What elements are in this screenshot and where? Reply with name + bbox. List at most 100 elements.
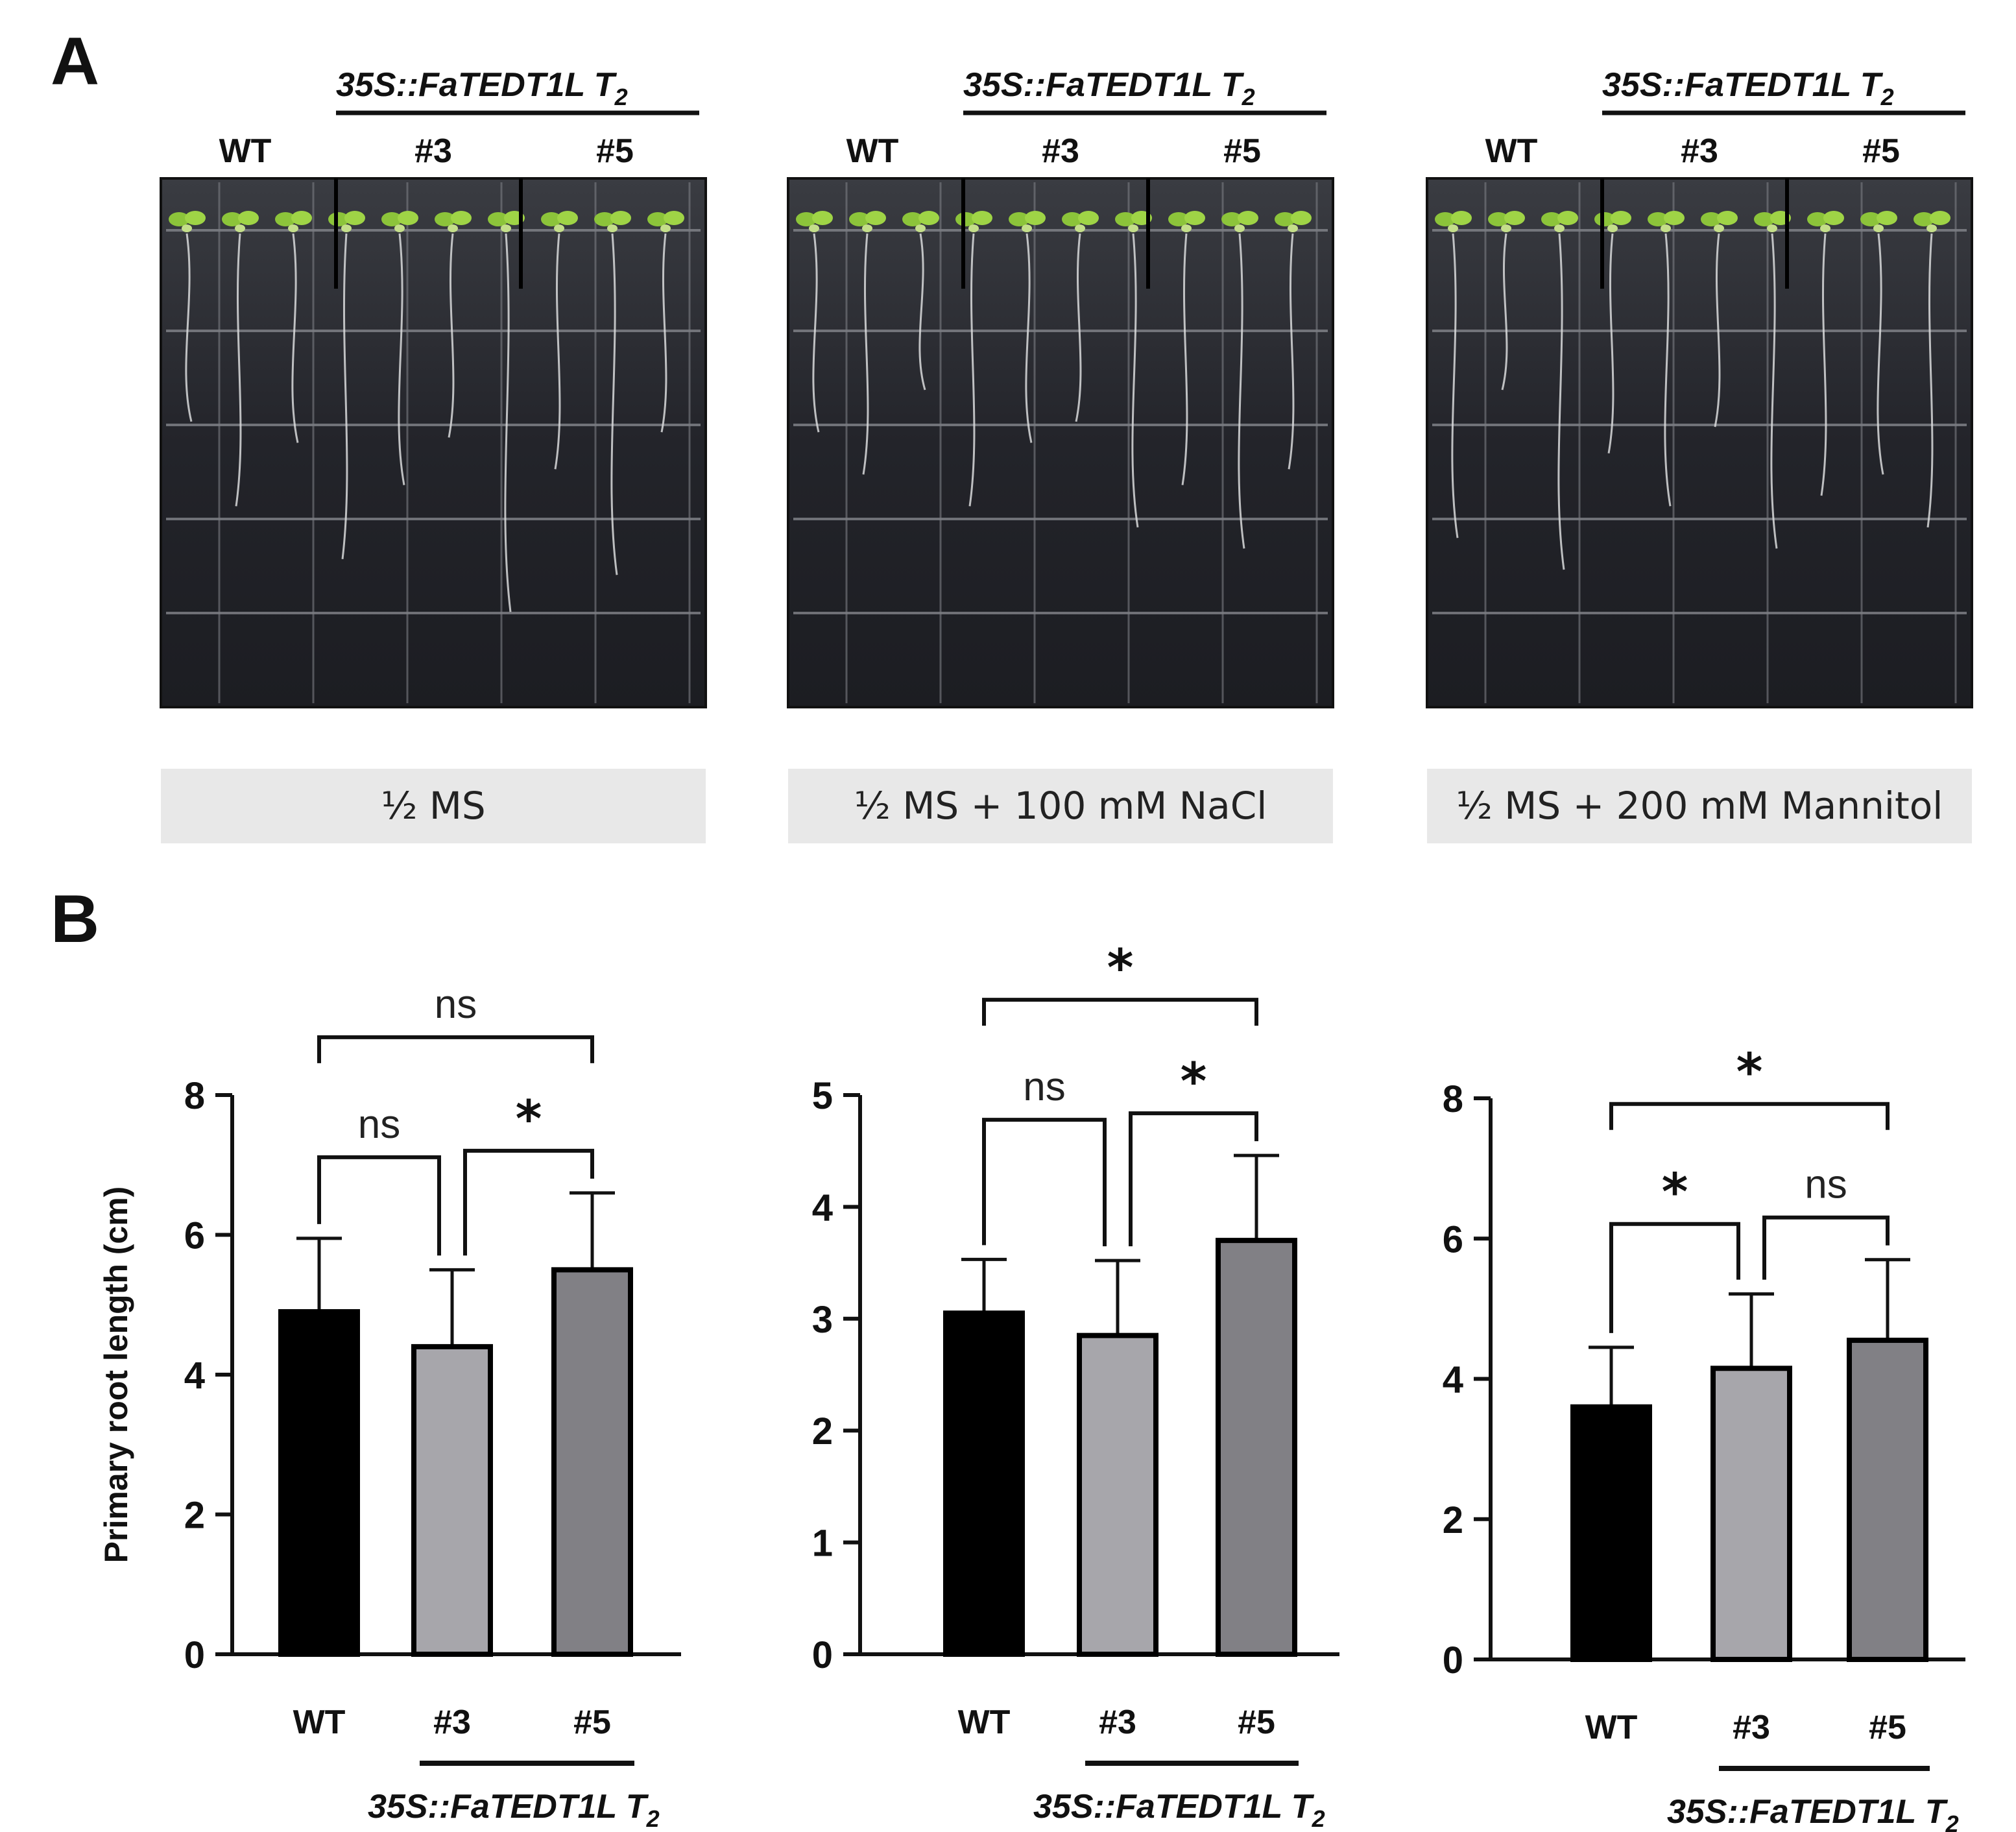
bar-line-3 bbox=[411, 1344, 493, 1657]
condition-label: ½ MS + 200 mM Mannitol bbox=[1456, 784, 1943, 828]
condition-label-box: ½ MS + 200 mM Mannitol bbox=[1427, 769, 1972, 843]
y-tick-label: 0 bbox=[184, 1634, 205, 1676]
seedling bbox=[1168, 211, 1205, 232]
significance-ns: ns bbox=[358, 1102, 400, 1147]
seedling bbox=[955, 211, 992, 232]
significance-star: * bbox=[1107, 939, 1134, 998]
group-label: 35S::FaTEDT1L T2 bbox=[1033, 1788, 1325, 1832]
significance-ns: ns bbox=[1805, 1163, 1847, 1207]
significance-star: * bbox=[1736, 1044, 1763, 1102]
seedling bbox=[1541, 211, 1578, 232]
y-tick-label: 2 bbox=[812, 1410, 833, 1452]
category-label: #5 bbox=[573, 1704, 611, 1741]
genotype-label: 35S::FaTEDT1L T2 bbox=[336, 66, 628, 110]
bar-line-5 bbox=[1216, 1238, 1297, 1657]
panel-label-a: A bbox=[51, 24, 99, 99]
category-label: #3 bbox=[1733, 1709, 1770, 1746]
seedling bbox=[1488, 211, 1525, 232]
significance-bracket: ns bbox=[317, 982, 594, 1063]
seedling bbox=[1701, 211, 1738, 232]
bar-line-5 bbox=[1847, 1338, 1928, 1662]
seedling bbox=[435, 211, 472, 232]
y-tick-label: 1 bbox=[812, 1523, 833, 1565]
line-label: #3 bbox=[1681, 132, 1718, 170]
seedling bbox=[1062, 211, 1099, 232]
seedling bbox=[1860, 211, 1897, 232]
y-tick-label: 4 bbox=[812, 1187, 833, 1229]
y-tick-label: 3 bbox=[812, 1299, 833, 1341]
agar-plate bbox=[160, 177, 707, 708]
significance-ns: ns bbox=[1023, 1065, 1065, 1109]
seedling bbox=[1807, 211, 1844, 232]
significance-bracket: * bbox=[982, 939, 1258, 1026]
significance-bracket: * bbox=[463, 1091, 594, 1256]
seedling bbox=[849, 211, 886, 232]
y-tick-label: 8 bbox=[1443, 1078, 1463, 1120]
genotype-label: 35S::FaTEDT1L T2 bbox=[1602, 66, 1894, 110]
seedling bbox=[328, 211, 365, 232]
bar-wt bbox=[943, 1310, 1025, 1657]
agar-plate bbox=[787, 177, 1334, 708]
significance-bracket: ns bbox=[1762, 1163, 1890, 1280]
bar-line-3 bbox=[1710, 1366, 1792, 1662]
condition-label: ½ MS + 100 mM NaCl bbox=[854, 784, 1267, 828]
line-label: WT bbox=[1485, 132, 1538, 170]
bar-line-5 bbox=[551, 1267, 633, 1657]
y-tick-label: 6 bbox=[1443, 1218, 1463, 1260]
condition-label-box: ½ MS bbox=[161, 769, 706, 843]
bar-line-3 bbox=[1077, 1332, 1158, 1657]
seedling bbox=[1914, 211, 1950, 232]
significance-bracket: ns bbox=[317, 1102, 441, 1256]
significance-star: * bbox=[1662, 1164, 1688, 1222]
y-tick-label: 8 bbox=[184, 1075, 205, 1117]
y-tick-label: 4 bbox=[184, 1355, 205, 1397]
y-tick-label: 0 bbox=[812, 1634, 833, 1676]
bar-wt bbox=[1570, 1404, 1652, 1662]
seedling bbox=[594, 211, 631, 232]
seedling bbox=[381, 211, 418, 232]
seedling bbox=[647, 211, 684, 232]
seedling bbox=[902, 211, 939, 232]
y-tick-label: 2 bbox=[184, 1495, 205, 1537]
significance-bracket: ns bbox=[982, 1065, 1107, 1247]
seedling bbox=[1009, 211, 1046, 232]
line-label: #5 bbox=[1223, 132, 1261, 170]
seedling bbox=[1221, 211, 1258, 232]
category-label: #5 bbox=[1869, 1709, 1906, 1746]
y-tick-label: 0 bbox=[1443, 1639, 1463, 1681]
significance-bracket: * bbox=[1609, 1164, 1740, 1333]
seedling bbox=[796, 211, 833, 232]
panel-label-b: B bbox=[51, 882, 99, 957]
seedling bbox=[169, 211, 206, 232]
significance-star: * bbox=[516, 1091, 542, 1149]
seedling bbox=[1275, 211, 1312, 232]
significance-bracket: * bbox=[1609, 1044, 1890, 1130]
line-label: WT bbox=[846, 132, 899, 170]
y-tick-label: 6 bbox=[184, 1215, 205, 1257]
bar-wt bbox=[278, 1309, 360, 1657]
category-label: #5 bbox=[1238, 1704, 1275, 1741]
category-label: WT bbox=[958, 1704, 1011, 1741]
agar-plate bbox=[1426, 177, 1973, 708]
seedling bbox=[541, 211, 578, 232]
condition-label: ½ MS bbox=[381, 784, 486, 828]
group-label: 35S::FaTEDT1L T2 bbox=[368, 1788, 660, 1832]
genotype-label: 35S::FaTEDT1L T2 bbox=[963, 66, 1255, 110]
seedling bbox=[1648, 211, 1685, 232]
seedling bbox=[1435, 211, 1472, 232]
group-label: 35S::FaTEDT1L T2 bbox=[1667, 1793, 1959, 1832]
category-label: #3 bbox=[1099, 1704, 1136, 1741]
seedling bbox=[1594, 211, 1631, 232]
line-label: #5 bbox=[596, 132, 634, 170]
category-label: #3 bbox=[433, 1704, 471, 1741]
line-label: #3 bbox=[414, 132, 452, 170]
